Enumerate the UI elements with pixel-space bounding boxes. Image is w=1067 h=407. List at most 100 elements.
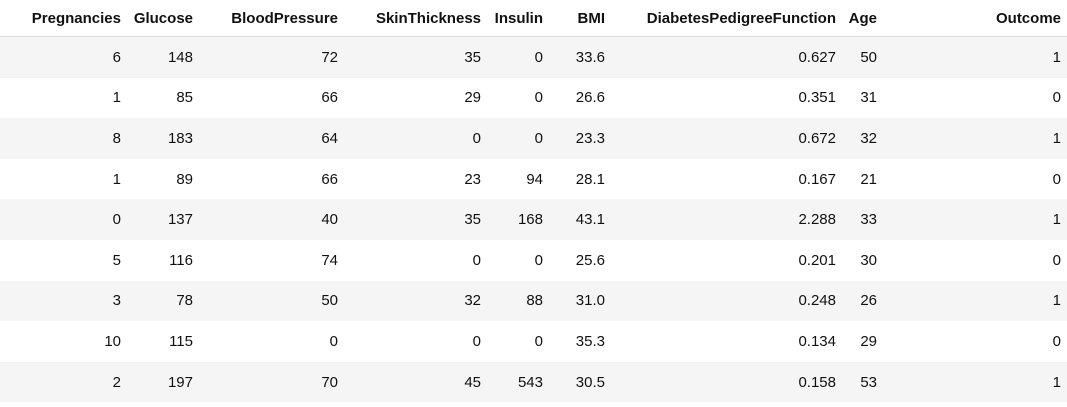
cell-bmi: 28.1 — [575, 170, 605, 188]
cell-diabetes-pedigree-function: 0.627 — [798, 48, 836, 66]
cell-bmi: 25.6 — [575, 251, 605, 269]
header-row: Pregnancies Glucose BloodPressure SkinTh… — [0, 0, 1067, 37]
cell-insulin: 0 — [534, 251, 543, 269]
cell-bmi: 31.0 — [575, 292, 605, 310]
cell-pregnancies: 10 — [104, 332, 121, 350]
cell-skin-thickness: 23 — [464, 170, 481, 188]
cell-blood-pressure: 50 — [321, 292, 338, 310]
cell-age: 29 — [860, 332, 877, 350]
cell-blood-pressure: 40 — [321, 211, 338, 229]
table-row: 10 115 0 0 0 35.3 0.134 29 0 — [0, 321, 1067, 362]
cell-insulin: 168 — [517, 211, 543, 229]
cell-blood-pressure: 66 — [321, 89, 338, 107]
cell-glucose: 78 — [176, 292, 193, 310]
cell-diabetes-pedigree-function: 2.288 — [798, 211, 836, 229]
cell-outcome: 0 — [1052, 89, 1061, 107]
cell-age: 50 — [860, 48, 877, 66]
cell-outcome: 1 — [1052, 373, 1061, 391]
table-row: 3 78 50 32 88 31.0 0.248 26 1 — [0, 280, 1067, 322]
cell-age: 53 — [860, 373, 877, 391]
cell-skin-thickness: 0 — [472, 251, 481, 269]
cell-skin-thickness: 32 — [464, 292, 481, 310]
column-header-bmi: BMI — [549, 0, 611, 37]
cell-glucose: 148 — [167, 48, 193, 66]
cell-glucose: 85 — [176, 89, 193, 107]
column-header-pregnancies: Pregnancies — [0, 0, 127, 37]
cell-blood-pressure: 0 — [329, 332, 338, 350]
cell-age: 21 — [860, 170, 877, 188]
cell-blood-pressure: 64 — [321, 129, 338, 147]
cell-insulin: 94 — [526, 170, 543, 188]
table-row: 1 89 66 23 94 28.1 0.167 21 0 — [0, 158, 1067, 200]
table-row: 6 148 72 35 0 33.6 0.627 50 1 — [0, 36, 1067, 78]
cell-age: 33 — [860, 211, 877, 229]
cell-bmi: 30.5 — [575, 373, 605, 391]
cell-insulin: 0 — [534, 48, 543, 66]
cell-bmi: 26.6 — [575, 89, 605, 107]
cell-outcome: 1 — [1052, 211, 1061, 229]
table-row: 2 197 70 45 543 30.5 0.158 53 1 — [0, 361, 1067, 403]
cell-diabetes-pedigree-function: 0.248 — [798, 292, 836, 310]
cell-insulin: 0 — [534, 332, 543, 350]
cell-outcome: 0 — [1052, 251, 1061, 269]
cell-diabetes-pedigree-function: 0.201 — [798, 251, 836, 269]
cell-insulin: 88 — [526, 292, 543, 310]
cell-insulin: 543 — [517, 373, 543, 391]
cell-insulin: 0 — [534, 89, 543, 107]
cell-glucose: 115 — [169, 332, 193, 350]
column-header-age: Age — [842, 0, 883, 37]
cell-age: 30 — [860, 251, 877, 269]
cell-diabetes-pedigree-function: 0.351 — [798, 89, 836, 107]
cell-bmi: 33.6 — [575, 48, 605, 66]
cell-diabetes-pedigree-function: 0.158 — [798, 373, 836, 391]
column-header-blood-pressure: BloodPressure — [199, 0, 344, 37]
column-header-insulin: Insulin — [487, 0, 549, 37]
cell-insulin: 0 — [534, 129, 543, 147]
cell-pregnancies: 3 — [112, 292, 121, 310]
cell-age: 32 — [860, 129, 877, 147]
cell-pregnancies: 1 — [112, 89, 121, 107]
cell-pregnancies: 8 — [112, 129, 121, 147]
column-header-outcome: Outcome — [883, 0, 1067, 37]
cell-pregnancies: 5 — [112, 251, 121, 269]
cell-glucose: 116 — [169, 251, 193, 269]
cell-pregnancies: 2 — [112, 373, 121, 391]
cell-skin-thickness: 0 — [472, 129, 481, 147]
column-header-diabetes-pedigree-function: DiabetesPedigreeFunction — [611, 0, 842, 37]
cell-bmi: 43.1 — [575, 211, 605, 229]
cell-outcome: 0 — [1052, 332, 1061, 350]
cell-blood-pressure: 70 — [321, 373, 338, 391]
cell-diabetes-pedigree-function: 0.134 — [798, 332, 836, 350]
column-header-skin-thickness: SkinThickness — [344, 0, 487, 37]
cell-pregnancies: 1 — [112, 170, 121, 188]
cell-glucose: 183 — [167, 129, 193, 147]
cell-pregnancies: 6 — [112, 48, 121, 66]
cell-diabetes-pedigree-function: 0.167 — [798, 170, 836, 188]
cell-skin-thickness: 35 — [464, 211, 481, 229]
cell-age: 26 — [860, 292, 877, 310]
cell-glucose: 197 — [167, 373, 193, 391]
cell-glucose: 137 — [167, 211, 193, 229]
cell-glucose: 89 — [176, 170, 193, 188]
cell-bmi: 35.3 — [575, 332, 605, 350]
cell-outcome: 1 — [1052, 292, 1061, 310]
cell-outcome: 1 — [1052, 48, 1061, 66]
column-header-glucose: Glucose — [127, 0, 199, 37]
table-row: 5 116 74 0 0 25.6 0.201 30 0 — [0, 239, 1067, 281]
cell-outcome: 1 — [1052, 129, 1061, 147]
cell-skin-thickness: 45 — [464, 373, 481, 391]
cell-skin-thickness: 0 — [472, 332, 481, 350]
table-row: 1 85 66 29 0 26.6 0.351 31 0 — [0, 77, 1067, 119]
cell-pregnancies: 0 — [112, 211, 121, 229]
cell-skin-thickness: 35 — [464, 48, 481, 66]
cell-blood-pressure: 72 — [321, 48, 338, 66]
cell-blood-pressure: 74 — [321, 251, 338, 269]
table-row: 8 183 64 0 0 23.3 0.672 32 1 — [0, 118, 1067, 159]
cell-blood-pressure: 66 — [321, 170, 338, 188]
cell-age: 31 — [860, 89, 877, 107]
table-row: 0 137 40 35 168 43.1 2.288 33 1 — [0, 199, 1067, 240]
cell-outcome: 0 — [1052, 170, 1061, 188]
cell-bmi: 23.3 — [575, 129, 605, 147]
cell-diabetes-pedigree-function: 0.672 — [798, 129, 836, 147]
